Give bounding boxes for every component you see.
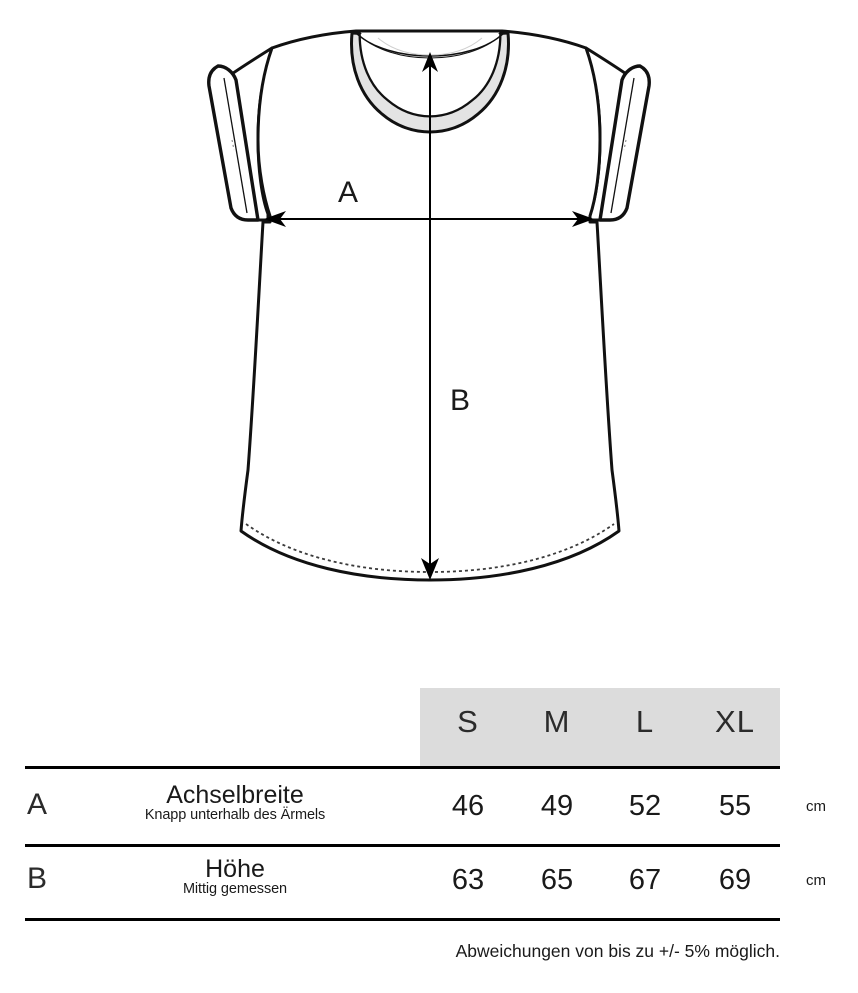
table-rule-top [25, 766, 780, 769]
size-table: S M L XL A Achselbreite Knapp unterhalb … [0, 660, 858, 993]
row-label-a: Achselbreite Knapp unterhalb des Ärmels [60, 782, 410, 824]
size-header-background [420, 688, 780, 768]
unit-label-b: cm [806, 872, 826, 889]
cell-a-m: 49 [540, 790, 574, 822]
measure-label-b: B [450, 384, 470, 417]
measure-label-a: A [338, 176, 358, 209]
right-sleeve-cuff [598, 64, 651, 222]
cell-b-xl: 69 [718, 864, 752, 896]
cell-a-s: 46 [451, 790, 485, 822]
size-header-s: S [457, 704, 479, 739]
cell-b-l: 67 [628, 864, 662, 896]
right-cuff-fold-line [610, 77, 635, 214]
left-cuff-fold-line [223, 77, 248, 214]
tshirt-illustration: A B [207, 29, 651, 582]
left-sleeve-cuff [207, 64, 260, 222]
size-header-m: M [543, 704, 571, 739]
size-header-l: L [635, 704, 655, 739]
right-cuff-stitch-mark [623, 139, 627, 151]
collar-group [350, 31, 510, 134]
row-label-b: Höhe Mittig gemessen [60, 856, 410, 898]
row-letter-b: B [27, 862, 48, 895]
row-letter-a: A [27, 788, 48, 821]
row-subtitle-a: Knapp unterhalb des Ärmels [144, 807, 326, 824]
cell-b-m: 65 [540, 864, 574, 896]
tolerance-footnote: Abweichungen von bis zu +/- 5% möglich. [455, 941, 780, 961]
measure-arrow-a-right [572, 211, 594, 227]
cell-b-s: 63 [451, 864, 485, 896]
measure-arrow-a-left [264, 211, 286, 227]
cell-a-xl: 55 [718, 790, 752, 822]
measure-arrow-b-top [422, 52, 438, 72]
left-cuff-stitch-mark [231, 139, 235, 151]
size-header-xl: XL [715, 704, 755, 739]
row-title-a: Achselbreite [166, 781, 304, 809]
row-title-b: Höhe [205, 855, 265, 883]
measure-arrow-b-bottom [421, 558, 439, 580]
tshirt-technical-drawing-svg: A B [207, 29, 651, 582]
cell-a-l: 52 [628, 790, 662, 822]
table-rule-bottom [25, 918, 780, 921]
unit-label-a: cm [806, 798, 826, 815]
row-subtitle-b: Mittig gemessen [182, 881, 288, 898]
table-rule-middle [25, 844, 780, 847]
measurement-lines-group [264, 52, 594, 580]
